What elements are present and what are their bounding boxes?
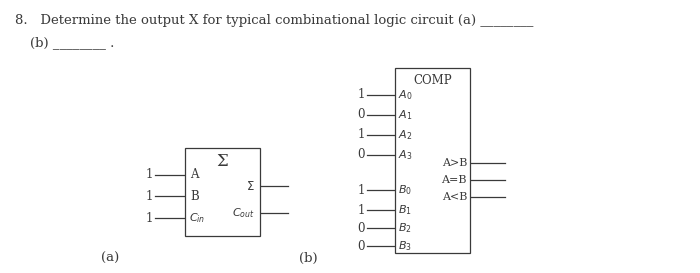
Text: 0: 0 xyxy=(357,149,365,162)
Text: $A_2$: $A_2$ xyxy=(398,128,412,142)
Text: 8.   Determine the output X for typical combinational logic circuit (a) ________: 8. Determine the output X for typical co… xyxy=(15,14,533,27)
Text: A<B: A<B xyxy=(442,192,467,202)
Text: (b): (b) xyxy=(299,251,317,265)
Bar xyxy=(185,148,260,236)
Text: 1: 1 xyxy=(357,88,365,102)
Text: $A_1$: $A_1$ xyxy=(398,108,412,122)
Text: 1: 1 xyxy=(146,168,153,182)
Text: 0: 0 xyxy=(357,108,365,121)
Text: B: B xyxy=(190,189,199,203)
Text: (b) ________ .: (b) ________ . xyxy=(30,36,114,49)
Text: $C_{out}$: $C_{out}$ xyxy=(232,206,255,220)
Text: $A_0$: $A_0$ xyxy=(398,88,412,102)
Text: A>B: A>B xyxy=(442,158,467,168)
Text: 1: 1 xyxy=(146,212,153,224)
Text: $C_{in}$: $C_{in}$ xyxy=(189,211,205,225)
Text: Σ: Σ xyxy=(216,153,228,171)
Text: COMP: COMP xyxy=(413,73,452,87)
Text: 1: 1 xyxy=(357,203,365,216)
Text: 0: 0 xyxy=(357,221,365,235)
Text: 1: 1 xyxy=(146,189,153,203)
Text: A=B: A=B xyxy=(442,175,467,185)
Text: $B_0$: $B_0$ xyxy=(398,183,412,197)
Text: 1: 1 xyxy=(357,183,365,197)
Text: A: A xyxy=(190,168,199,182)
Text: $B_2$: $B_2$ xyxy=(398,221,412,235)
Text: 0: 0 xyxy=(357,239,365,253)
Text: $B_1$: $B_1$ xyxy=(398,203,412,217)
Text: $A_3$: $A_3$ xyxy=(398,148,412,162)
Text: 1: 1 xyxy=(357,129,365,141)
Text: $B_3$: $B_3$ xyxy=(398,239,412,253)
Bar xyxy=(395,68,470,253)
Text: $\Sigma$: $\Sigma$ xyxy=(246,180,255,192)
Text: (a): (a) xyxy=(101,251,119,265)
